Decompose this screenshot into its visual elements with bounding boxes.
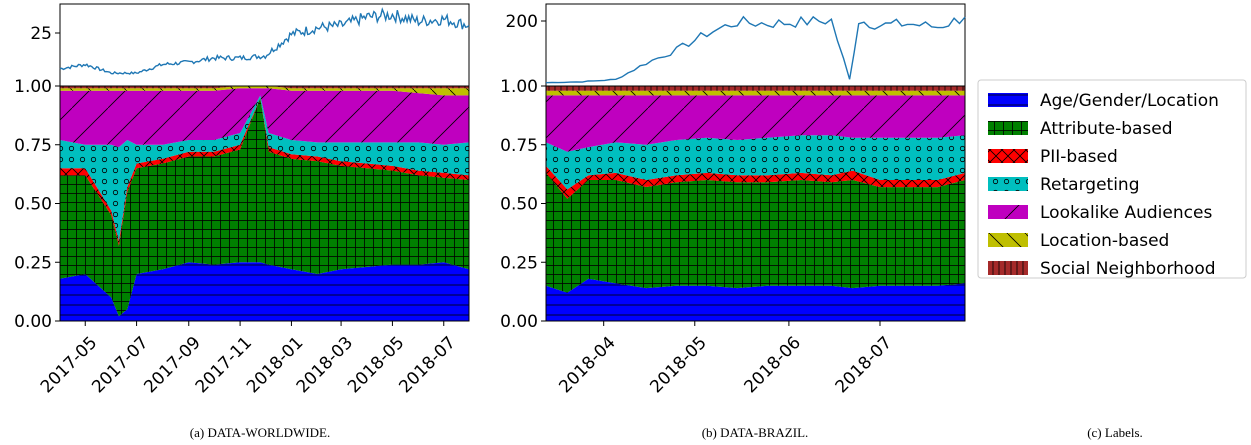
legend-swatch-hatch [988, 149, 1028, 163]
top-line [545, 15, 966, 84]
x-tick-label: 2018-06 [741, 333, 805, 397]
legend-label-pii-based: PII-based [1040, 147, 1118, 167]
y-tick-label: 0.50 [500, 195, 538, 215]
legend-label-lookalike-audiences: Lookalike Audiences [1040, 203, 1212, 223]
legend-label-attribute-based: Attribute-based [1040, 119, 1173, 139]
legend-swatch-hatch [988, 177, 1028, 191]
area-hatch [60, 86, 469, 89]
y-tick-label: 1.00 [500, 77, 538, 97]
area-hatch [546, 135, 965, 190]
area-hatch [546, 86, 965, 91]
y-tick-label: 0.25 [500, 253, 538, 273]
legend-label-social-neighborhood: Social Neighborhood [1040, 259, 1216, 279]
x-tick-label: 2018-07 [832, 333, 896, 397]
area-hatch [546, 278, 965, 321]
x-tick-label: 2018-04 [555, 333, 619, 397]
legend-swatch-hatch [988, 233, 1028, 247]
area-hatch [60, 262, 469, 321]
area-hatch [546, 95, 965, 152]
x-tick-label: 2018-05 [646, 333, 710, 397]
y-tick-label: 0.75 [14, 136, 52, 156]
chart-worldwide: 0.000.250.500.751.002017-052017-072017-0… [14, 3, 470, 397]
area-hatch [60, 97, 469, 317]
y-tick-label: 0.75 [500, 136, 538, 156]
legend-label-location-based: Location-based [1040, 231, 1169, 251]
legend-swatch-hatch [988, 261, 1028, 275]
area-hatch [60, 86, 469, 96]
top-panel-frame [59, 3, 470, 87]
top-panel-frame [545, 3, 966, 87]
legend-label-retargeting: Retargeting [1040, 175, 1140, 195]
area-hatch [546, 165, 965, 199]
legend-swatch-hatch [988, 93, 1028, 107]
area-hatch [546, 172, 965, 293]
legend-box [977, 79, 1247, 279]
legend: Age/Gender/Location Attribute-based PII-ba… [977, 79, 1247, 279]
y-tick-label: 0.00 [500, 312, 538, 332]
x-tick-label: 2018-07 [395, 333, 459, 397]
caption-labels: (c) Labels. [1087, 425, 1143, 440]
top-y-tick-label: 200 [506, 12, 538, 32]
area-hatch [546, 90, 965, 96]
legend-swatch-hatch [988, 121, 1028, 135]
y-tick-label: 0.00 [14, 312, 52, 332]
caption-brazil: (b) DATA-BRAZIL. [702, 425, 809, 440]
legend-swatch-hatch [988, 205, 1028, 219]
y-tick-label: 0.50 [14, 195, 52, 215]
x-tick-label: 2017-07 [88, 333, 152, 397]
y-tick-label: 0.25 [14, 253, 52, 273]
top-y-tick-label: 25 [30, 24, 52, 44]
caption-worldwide: (a) DATA-WORLDWIDE. [190, 425, 330, 440]
y-tick-label: 1.00 [14, 77, 52, 97]
legend-label-age-gender-location: Age/Gender/Location [1040, 91, 1219, 111]
area-hatch [60, 88, 469, 148]
chart-brazil: 0.00 0.25 0.50 0.75 1.00 2018-04 2018-05 2018-0… [500, 3, 966, 397]
top-line [59, 7, 470, 75]
